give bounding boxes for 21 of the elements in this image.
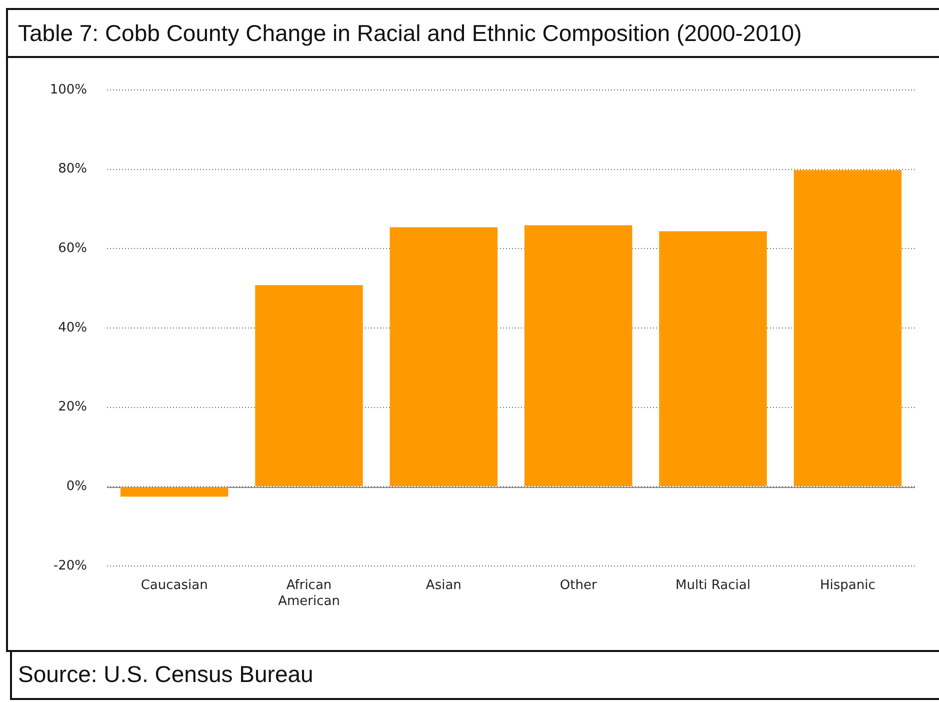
chart-title: Table 7: Cobb County Change in Racial and Ethnic Composition (2000-2010) [6, 8, 939, 58]
y-tick-label: 40% [58, 320, 87, 336]
bar [524, 225, 632, 486]
bar [794, 170, 902, 486]
bar [390, 227, 498, 486]
bar [659, 231, 767, 486]
x-tick-label: Asian [426, 578, 462, 594]
y-tick-label: 100% [50, 82, 87, 98]
x-tick-label: Caucasian [140, 578, 208, 594]
source-note: Source: U.S. Census Bureau [10, 651, 939, 700]
bar [255, 285, 363, 486]
bar [120, 487, 228, 497]
x-tick-label: African American [278, 578, 340, 609]
x-tick-label: Hispanic [820, 578, 876, 594]
x-tick-label: Multi Racial [676, 578, 750, 594]
y-tick-label: -20% [53, 558, 87, 574]
y-tick-label: 80% [58, 162, 87, 177]
y-tick-label: 60% [58, 241, 87, 256]
y-tick-label: 20% [58, 400, 87, 415]
y-tick-label: 0% [66, 479, 87, 494]
x-tick-label: Other [560, 578, 598, 594]
